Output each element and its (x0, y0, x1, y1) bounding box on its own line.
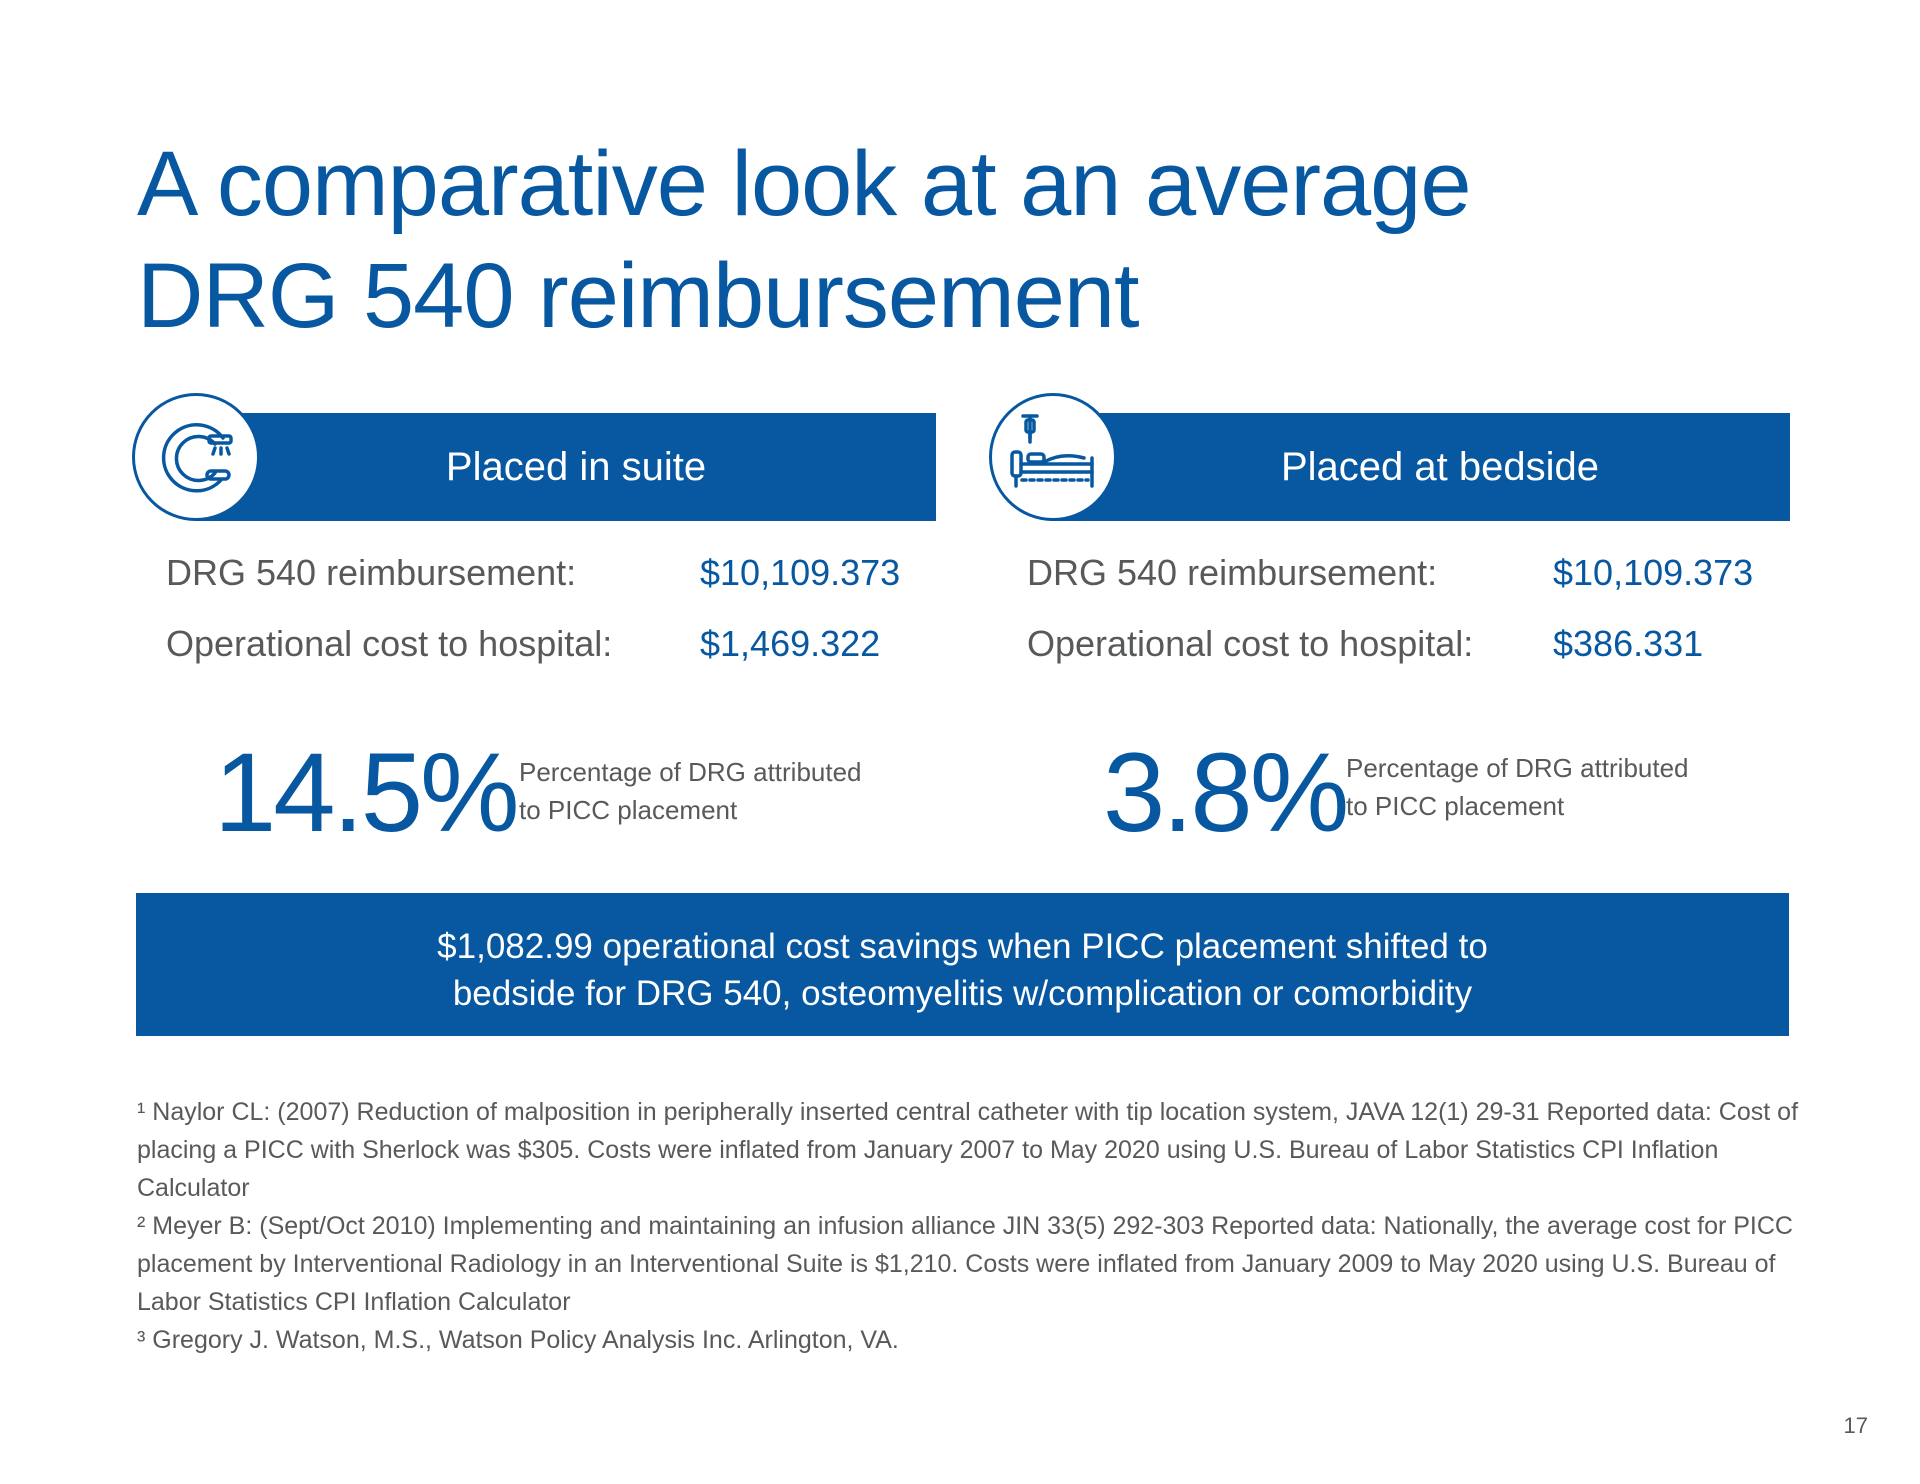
bedside-reimbursement-value: $10,109.373 (1553, 552, 1754, 593)
suite-percentage: 14.5% (214, 730, 520, 855)
footnote-3: ³ Gregory J. Watson, M.S., Watson Policy… (137, 1326, 899, 1354)
suite-banner: Placed in suite (196, 413, 936, 521)
bedside-banner: Placed at bedside (1050, 413, 1790, 521)
suite-cost-label: Operational cost to hospital: (166, 623, 613, 664)
bedside-cost-value: $386.331 (1553, 623, 1704, 664)
suite-reimbursement-value: $10,109.373 (700, 552, 901, 593)
page-title: A comparative look at an average DRG 540… (137, 133, 1472, 347)
savings-callout: $1,082.99 operational cost savings when … (136, 893, 1789, 1036)
footnote-1: ¹ Naylor CL: (2007) Reduction of malposi… (137, 1098, 1799, 1202)
suite-reimbursement-label: DRG 540 reimbursement: (166, 552, 577, 593)
suite-cost-value: $1,469.322 (700, 623, 881, 664)
hospital-bed-iv-icon (989, 393, 1117, 521)
suite-percentage-description: Percentage of DRG attributed to PICC pla… (519, 757, 862, 825)
bedside-reimbursement-label: DRG 540 reimbursement: (1027, 552, 1438, 593)
bedside-percentage-description: Percentage of DRG attributed to PICC pla… (1346, 753, 1689, 821)
bedside-cost-label: Operational cost to hospital: (1027, 623, 1474, 664)
bedside-percentage: 3.8% (1103, 730, 1349, 855)
suite-heading: Placed in suite (445, 445, 707, 489)
bedside-heading: Placed at bedside (1280, 445, 1599, 489)
page-number: 17 (1843, 1413, 1868, 1438)
footnotes: ¹ Naylor CL: (2007) Reduction of malposi… (137, 1093, 1817, 1359)
footnote-2: ² Meyer B: (Sept/Oct 2010) Implementing … (137, 1212, 1793, 1316)
c-arm-imaging-icon (132, 393, 260, 521)
